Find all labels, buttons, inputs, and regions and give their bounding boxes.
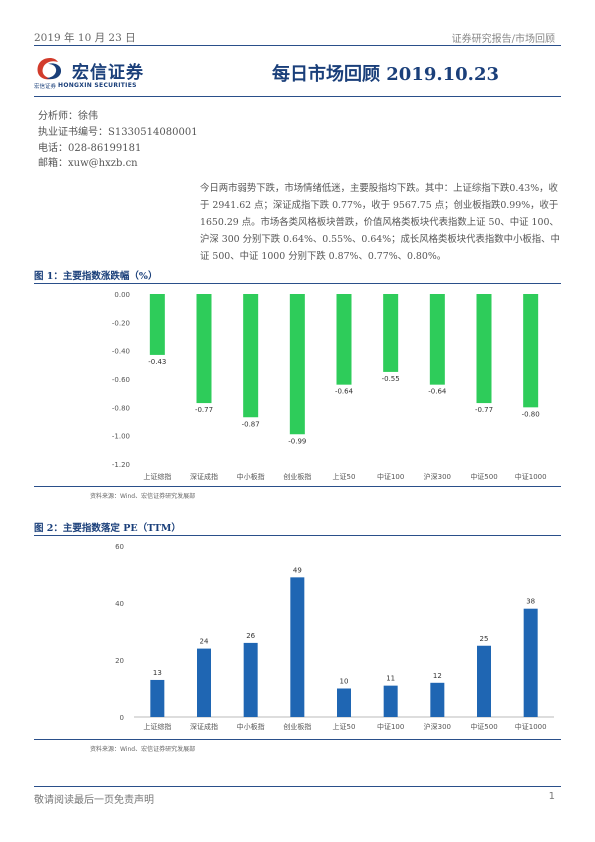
logo-sub-cn: 宏信证券: [34, 84, 57, 90]
x-tick-label: 上证综指: [143, 722, 171, 731]
bar-上证50: [337, 688, 351, 717]
bar-创业板指: [289, 294, 305, 435]
figure2-title: 图 2：主要指数落定 PE（TTM）: [34, 523, 181, 534]
page-title: 每日市场回顾 2019.10.23: [272, 64, 499, 85]
bar-上证综指: [150, 679, 165, 717]
bar-沪深300: [430, 682, 445, 717]
market-summary: 今日两市弱势下跌，市场情绪低迷，主要股指均下跌。其中：上证综指下跌0.43%，收…: [200, 183, 560, 262]
y-tick-label: -1.00: [112, 433, 130, 441]
y-tick-label: 40: [115, 600, 124, 608]
x-tick-label: 创业板指: [283, 722, 311, 731]
footer-rule: [34, 786, 561, 787]
analyst-email: 邮箱：xuw@hxzb.cn: [38, 158, 138, 169]
figure2-bottom-rule: [34, 739, 561, 740]
x-tick-label: 中小板指: [237, 722, 265, 731]
x-tick-label: 沪深300: [424, 472, 451, 481]
x-tick-label: 上证50: [333, 472, 356, 481]
x-tick-label: 中证500: [470, 722, 497, 731]
analyst-name: 分析师：徐伟: [38, 111, 98, 122]
figure2-chart: 0 20 40 60 13 上证综指 24 深证成指 26 中小板指 49 创业板指 10 上证50 11 中…: [115, 543, 554, 731]
logo-name: 宏信证券: [72, 63, 144, 83]
bar-中证500: [477, 645, 491, 717]
report-category: 证券研究报告/市场回顾: [451, 34, 555, 45]
bar-中证1000: [523, 294, 539, 408]
title-rule: [34, 96, 561, 97]
footer-disclaimer: 敬请阅读最后一页免责声明: [34, 795, 154, 806]
bar-深证成指: [197, 648, 211, 717]
x-tick-label: 中证500: [470, 472, 497, 481]
data-label: 38: [526, 598, 535, 606]
x-tick-label: 中证1000: [515, 722, 547, 731]
analyst-cert: 执业证书编号：S1330514080001: [38, 127, 198, 138]
x-tick-label: 深证成指: [190, 472, 218, 481]
data-label: 13: [153, 669, 162, 677]
company-logo: 宏信证券 宏信证券 HONGXIN SECURITIES: [34, 56, 164, 94]
x-tick-label: 创业板指: [283, 472, 311, 481]
y-tick-label: -0.80: [112, 404, 130, 412]
figure2-rule: [34, 535, 561, 536]
y-tick-label: -0.60: [112, 376, 130, 384]
data-label: 10: [340, 678, 349, 686]
bar-中小板指: [243, 294, 259, 418]
y-tick-label: 20: [115, 657, 124, 665]
figure1-bottom-rule: [34, 486, 561, 487]
data-label: -0.87: [242, 420, 260, 428]
bar-中证100: [383, 685, 398, 717]
x-tick-label: 深证成指: [190, 722, 218, 731]
bar-中证500: [476, 294, 492, 404]
x-tick-label: 上证50: [333, 722, 356, 731]
y-tick-label: -0.20: [112, 319, 130, 327]
figure1-rule: [34, 283, 561, 284]
page-number: 1: [548, 791, 555, 802]
logo-sub-en: HONGXIN SECURITIES: [58, 82, 137, 89]
data-label: -0.64: [428, 388, 447, 396]
figure1-chart: 0.00 -0.20 -0.40 -0.60 -0.80 -1.00 -1.20 -0.43 上…: [112, 291, 547, 481]
bar-沪深300: [429, 294, 445, 385]
x-tick-label: 上证综指: [143, 472, 171, 481]
header-rule: [34, 45, 561, 46]
x-tick-label: 中证100: [377, 472, 404, 481]
data-label: 49: [293, 566, 302, 574]
figure1-title: 图 1：主要指数涨跌幅（%）: [34, 271, 158, 282]
x-tick-label: 中证100: [377, 722, 404, 731]
bar-上证50: [336, 294, 352, 385]
y-tick-label: -1.20: [112, 461, 130, 469]
analyst-phone: 电话：028-86199181: [38, 143, 142, 154]
report-date: 2019 年 10 月 23 日: [34, 32, 136, 44]
y-tick-label: -0.40: [112, 348, 130, 356]
data-label: -0.77: [475, 406, 493, 414]
x-tick-label: 沪深300: [424, 722, 451, 731]
y-tick-label: 0.00: [114, 291, 130, 299]
bar-上证综指: [149, 294, 165, 355]
data-label: 25: [480, 635, 489, 643]
data-label: 26: [246, 632, 255, 640]
figure1-source: 资料来源：Wind、宏信证券研究发展部: [90, 493, 196, 500]
data-label: -0.80: [522, 410, 540, 418]
data-label: -0.43: [148, 358, 166, 366]
bar-中小板指: [243, 642, 258, 717]
bar-深证成指: [196, 294, 212, 404]
bar-中证100: [383, 294, 399, 372]
data-label: -0.77: [195, 406, 213, 414]
bar-创业板指: [290, 577, 305, 717]
data-label: -0.99: [288, 437, 306, 445]
data-label: -0.64: [335, 388, 354, 396]
x-tick-label: 中小板指: [237, 472, 265, 481]
figure2-source: 资料来源：Wind、宏信证券研究发展部: [90, 746, 196, 753]
data-label: 11: [386, 675, 395, 683]
bar-中证1000: [523, 608, 538, 717]
x-tick-label: 中证1000: [515, 472, 547, 481]
y-tick-label: 60: [115, 543, 124, 551]
logo-mark-icon: [37, 58, 62, 80]
data-label: 24: [200, 638, 209, 646]
data-label: -0.55: [382, 375, 400, 383]
data-label: 12: [433, 672, 442, 680]
y-tick-label: 0: [120, 714, 124, 722]
